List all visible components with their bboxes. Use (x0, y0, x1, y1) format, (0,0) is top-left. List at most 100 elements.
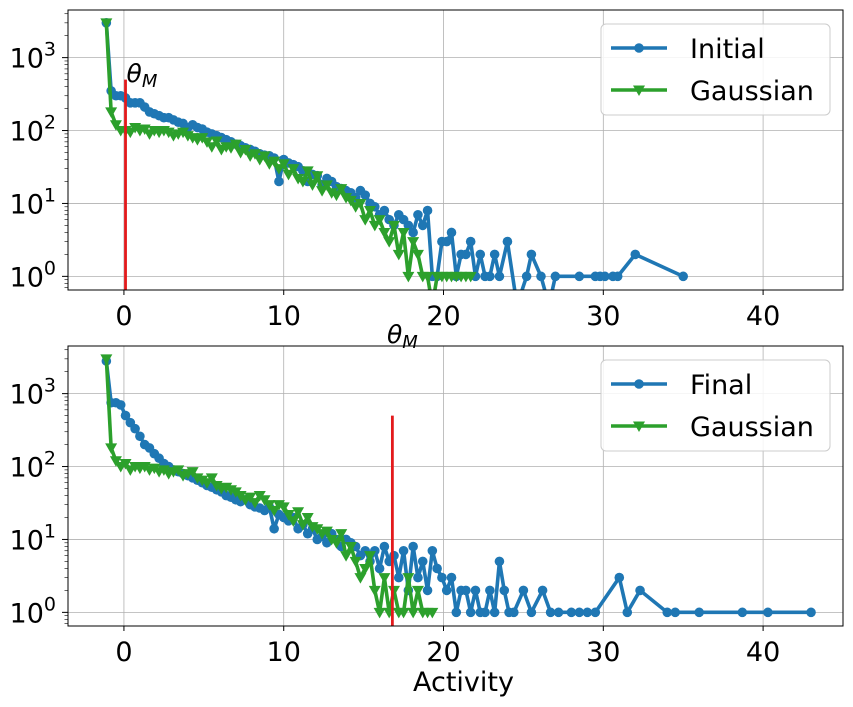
data-point (354, 198, 367, 210)
y-tick-label: 102 (10, 112, 56, 148)
data-point (316, 186, 329, 197)
data-point (582, 607, 593, 618)
data-point (373, 215, 386, 226)
data-point (763, 607, 773, 618)
data-point (465, 236, 476, 247)
data-point (301, 166, 314, 177)
data-point (306, 180, 319, 191)
data-point (393, 572, 404, 583)
data-point (387, 220, 400, 232)
data-point (172, 465, 185, 476)
data-point (670, 607, 681, 618)
data-point (407, 237, 420, 248)
axes-frame (67, 9, 844, 291)
data-point (359, 563, 372, 575)
data-point (499, 585, 510, 596)
data-point (344, 542, 357, 553)
y-tick-label: 101 (10, 520, 56, 556)
threshold-label: θM (127, 59, 158, 92)
data-point (287, 516, 300, 527)
data-point (427, 545, 438, 556)
data-point (464, 271, 477, 283)
data-point (411, 249, 424, 261)
x-tick-label: 10 (267, 637, 301, 668)
legend-marker (634, 379, 644, 389)
data-point (105, 107, 118, 118)
data-point (402, 271, 415, 283)
data-point (268, 156, 281, 168)
data-point (368, 585, 381, 597)
data-point (392, 249, 405, 261)
data-point (537, 585, 548, 596)
data-point (402, 573, 415, 584)
data-point (258, 151, 271, 162)
x-tick-label: 30 (586, 301, 620, 332)
data-point (292, 173, 305, 185)
top-panel: θM 0 10 20 30 40 100 101 102 103 Initial Gaussian (10, 9, 844, 332)
data-point (296, 177, 309, 188)
data-point (441, 585, 452, 596)
data-point (340, 551, 353, 562)
data-point (374, 563, 385, 574)
legend-label: Gaussian (690, 412, 814, 443)
y-tick-label: 103 (10, 39, 56, 75)
data-point (130, 423, 140, 434)
data-point (272, 164, 285, 175)
data-point (301, 513, 314, 524)
data-point (210, 480, 223, 492)
data-point (432, 563, 442, 574)
data-point (494, 556, 505, 567)
data-point (263, 500, 276, 511)
data-point (379, 205, 390, 216)
data-point (417, 556, 428, 567)
y-tick-label: 100 (10, 593, 56, 629)
data-point (437, 572, 447, 583)
data-point (268, 505, 281, 517)
data-point (480, 607, 490, 618)
data-point (622, 607, 633, 618)
data-point (296, 520, 309, 531)
data-point (489, 249, 500, 260)
data-point (461, 249, 471, 260)
data-point (248, 498, 261, 509)
data-point (210, 136, 223, 147)
legend: Final Gaussian (600, 359, 831, 452)
data-point (635, 585, 645, 596)
data-point (239, 144, 252, 156)
data-point (277, 502, 290, 513)
bottom-panel: θM 0 10 20 30 40 100 101 102 103 Activity Final Gaus… (10, 320, 844, 698)
legend-label: Final (690, 370, 752, 401)
x-tick-label: 10 (267, 301, 301, 332)
x-tick-label: 20 (426, 301, 460, 332)
data-point (320, 526, 333, 538)
data-point (129, 123, 142, 134)
data-point (335, 184, 348, 195)
data-point (205, 473, 218, 484)
data-point (421, 271, 434, 283)
data-point (330, 538, 343, 549)
data-point (373, 607, 386, 619)
data-point (320, 180, 333, 191)
data-point (287, 164, 300, 175)
y-tick-label: 101 (10, 184, 56, 220)
data-point (360, 190, 371, 200)
data-point (100, 354, 113, 365)
x-tick-label: 20 (426, 637, 460, 668)
x-tick-label: 0 (115, 301, 132, 332)
legend-marker (634, 43, 644, 53)
data-point (694, 607, 704, 618)
data-point (344, 195, 357, 207)
data-layer (100, 18, 689, 290)
x-tick-label: 0 (115, 637, 132, 668)
legend-marker (633, 85, 645, 96)
threshold-label: θM (387, 320, 418, 353)
data-point (417, 220, 428, 231)
data-point (451, 607, 462, 618)
data-point (379, 541, 390, 552)
data-point (413, 572, 423, 583)
data-point (105, 443, 118, 454)
data-point (282, 169, 295, 181)
data-point (630, 249, 641, 260)
data-point (387, 585, 400, 597)
